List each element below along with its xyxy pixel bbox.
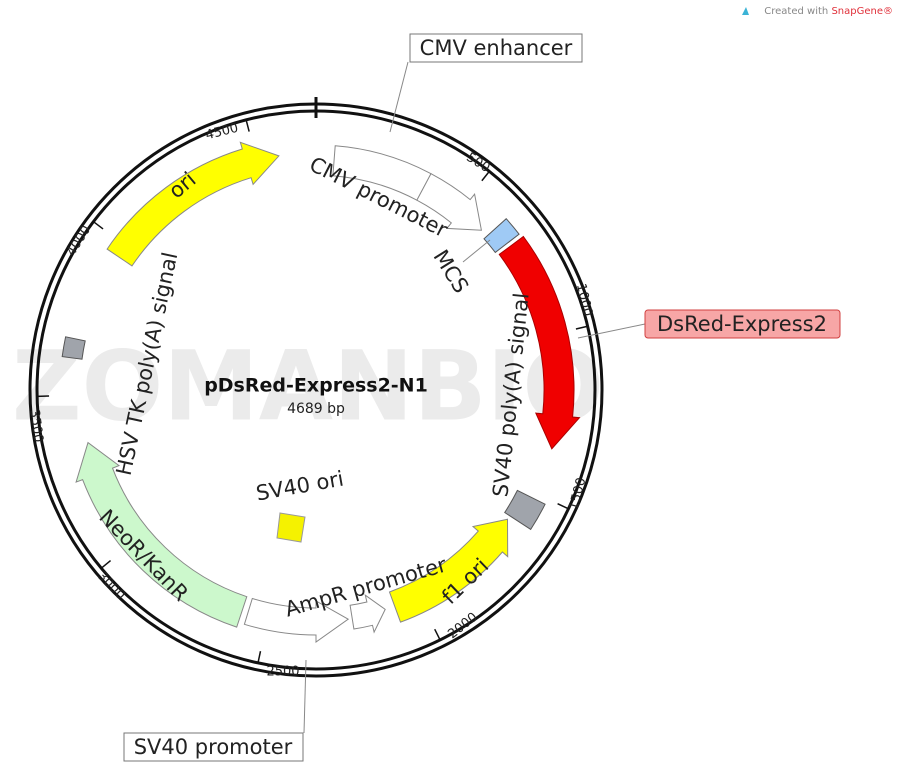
- neor: [76, 443, 247, 627]
- header-prefix: Created with: [764, 6, 828, 17]
- tick-label: 2500: [266, 665, 299, 680]
- feature-label: CMV enhancer: [420, 36, 573, 60]
- feature-label: MCS: [428, 246, 473, 298]
- sv40-ori-box: [277, 513, 305, 542]
- tick-mark: [101, 561, 110, 569]
- hsv-polya: [62, 337, 85, 359]
- logo: [742, 7, 749, 15]
- feature-label: SV40 ori: [254, 467, 345, 506]
- plasmid-size: 4689 bp: [287, 401, 345, 417]
- tick-mark: [258, 651, 260, 663]
- tick-label: 3000: [94, 569, 128, 603]
- tick-mark: [435, 629, 440, 640]
- header-brand: SnapGene®: [831, 6, 893, 17]
- feature-label: SV40 promoter: [134, 735, 293, 759]
- plasmid-name: pDsRed-Express2-N1: [204, 375, 428, 397]
- tick-mark: [246, 120, 249, 132]
- feature-label: DsRed-Express2: [657, 312, 827, 336]
- header: Created with SnapGene®: [764, 6, 893, 17]
- tick-mark: [576, 326, 588, 329]
- tick-label: 1000: [573, 282, 595, 318]
- tick-mark: [93, 222, 103, 229]
- leader: [390, 62, 408, 132]
- ori: [107, 142, 279, 266]
- leader: [463, 240, 490, 262]
- leader: [304, 660, 306, 733]
- tick-label: 4000: [64, 223, 94, 259]
- tick-label: 1500: [566, 476, 589, 512]
